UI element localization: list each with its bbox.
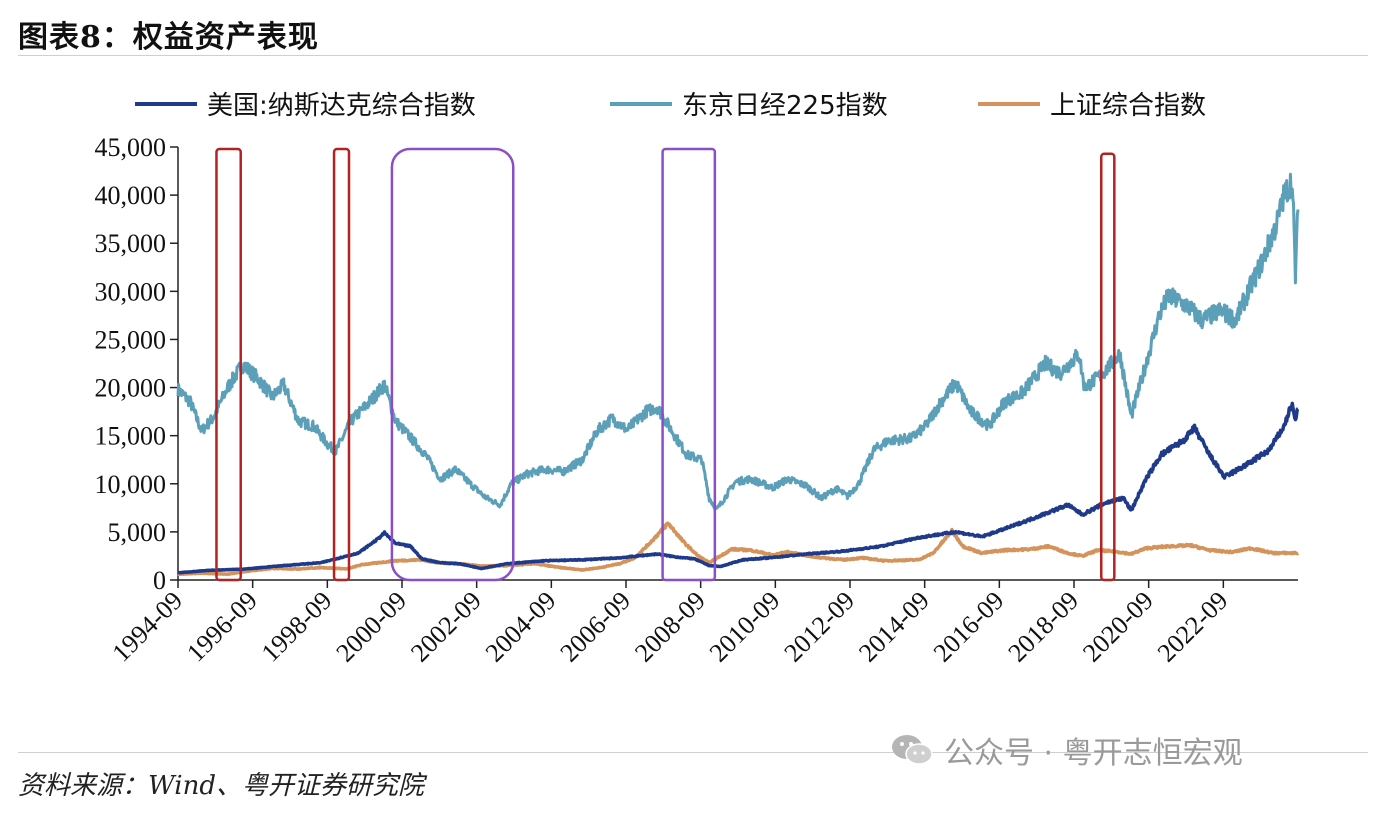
wechat-icon: [892, 735, 933, 765]
y-tick-label: 15,000: [95, 422, 167, 451]
y-tick-label: 20,000: [95, 374, 167, 403]
watermark: 公众号 · 粤开志恒宏观: [890, 728, 1243, 772]
y-tick-label: 40,000: [95, 181, 167, 210]
series-line-0: [176, 401, 1300, 575]
x-tick-label: 2012-09: [778, 586, 860, 668]
x-tick-label: 1998-09: [256, 586, 338, 668]
legend: 美国:纳斯达克综合指数 东京日经225指数 上证综合指数: [135, 91, 1206, 121]
highlight-box-layer: [215, 147, 1116, 582]
bottom-divider: [18, 752, 1368, 753]
y-tick-label: 25,000: [95, 325, 167, 354]
x-tick-label: 2000-09: [330, 586, 412, 668]
legend-label: 上证综合指数: [1050, 91, 1206, 121]
chart: 美国:纳斯达克综合指数 东京日经225指数 上证综合指数 0 5,000 10,000 1…: [95, 91, 1300, 668]
highlight-box: [215, 147, 242, 582]
y-tick-label: 35,000: [95, 229, 167, 258]
x-tick-label: 2004-09: [480, 586, 562, 668]
x-tick-label: 2014-09: [853, 586, 935, 668]
x-tick-label: 2008-09: [629, 586, 711, 668]
legend-label: 美国:纳斯达克综合指数: [207, 91, 476, 121]
watermark-text: 公众号 · 粤开志恒宏观: [944, 736, 1243, 771]
highlight-box: [332, 147, 351, 582]
x-axis: 1994-091996-091998-092000-092002-092004-…: [106, 579, 1298, 668]
x-tick-label: 2016-09: [928, 586, 1010, 668]
highlight-box: [390, 147, 515, 582]
source-note: 资料来源：Wind、粤开证券研究院: [18, 771, 424, 801]
x-tick-label: 2018-09: [1002, 586, 1084, 668]
y-tick-label: 30,000: [95, 277, 167, 306]
x-tick-label: 2002-09: [405, 586, 487, 668]
legend-label: 东京日经225指数: [682, 91, 888, 121]
highlight-box: [661, 147, 717, 582]
series-line-1: [176, 172, 1300, 511]
series-line-2: [176, 521, 1300, 577]
y-axis: 0 5,000 10,000 15,000 20,000 25,000 30,000 35,0…: [95, 133, 179, 595]
x-tick-label: 2020-09: [1077, 586, 1159, 668]
top-divider: [18, 55, 1368, 56]
highlight-box: [1100, 152, 1116, 582]
y-tick-label: 10,000: [95, 470, 167, 499]
x-tick-label: 2006-09: [554, 586, 636, 668]
page-title: 图表8：权益资产表现: [18, 20, 319, 55]
y-tick-label: 0: [153, 566, 166, 595]
x-tick-label: 1994-09: [106, 586, 188, 668]
x-tick-label: 2022-09: [1152, 586, 1234, 668]
x-tick-label: 1996-09: [181, 586, 263, 668]
series-layer: [176, 172, 1300, 577]
y-tick-label: 45,000: [95, 133, 167, 162]
y-tick-label: 5,000: [108, 518, 167, 547]
x-tick-label: 2010-09: [704, 586, 786, 668]
